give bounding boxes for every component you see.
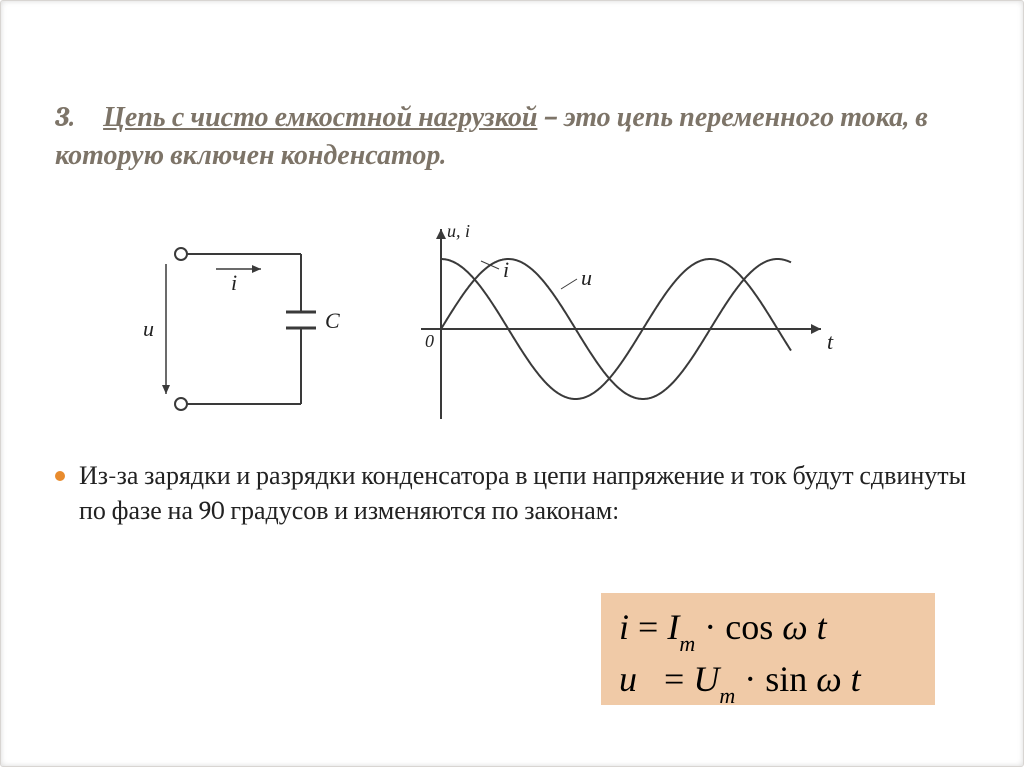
diagram-row: i u C 0 u, i t i u (141, 219, 881, 439)
bullet-row: Из-за зарядки и разрядки конденсатора в … (55, 459, 975, 529)
diagrams-svg: i u C 0 u, i t i u (141, 219, 881, 439)
svg-text:u: u (581, 265, 592, 290)
svg-text:C: C (325, 308, 340, 333)
svg-text:i: i (503, 257, 509, 282)
slide-title: 3. Цепь с чисто емкостной нагрузкой – эт… (55, 99, 975, 175)
eq2-sub: m (719, 683, 735, 708)
equation-box: i = Im · cos ω t u = Um · sin ω t (601, 593, 935, 705)
eq1-amp: I (667, 607, 679, 647)
eq1-arg: ω t (782, 607, 826, 647)
eq2-arg: ω t (816, 659, 860, 699)
eq2-amp: U (693, 659, 719, 699)
svg-text:u, i: u, i (447, 221, 470, 241)
eq-equals-2: = (664, 659, 693, 699)
svg-text:0: 0 (425, 331, 434, 351)
svg-text:t: t (827, 329, 834, 354)
svg-text:i: i (231, 270, 237, 295)
eq-dot-2: · (744, 659, 756, 699)
bullet-text: Из-за зарядки и разрядки конденсатора в … (79, 459, 975, 529)
eq2-func: sin (765, 659, 807, 699)
title-number: 3. (55, 101, 75, 133)
bullet-block: Из-за зарядки и разрядки конденсатора в … (55, 459, 975, 529)
title-underlined: Цепь с чисто емкостной нагрузкой (103, 101, 537, 133)
equation-1: i = Im · cos ω t (619, 603, 917, 655)
eq1-lhs: i (619, 607, 629, 647)
eq2-lhs: u (619, 659, 637, 699)
svg-text:u: u (143, 316, 154, 341)
eq-dot: · (704, 607, 716, 647)
bullet-dot (55, 471, 65, 481)
slide: 3. Цепь с чисто емкостной нагрузкой – эт… (0, 0, 1024, 767)
eq-equals: = (638, 607, 667, 647)
eq1-func: cos (725, 607, 773, 647)
equation-2: u = Um · sin ω t (619, 655, 917, 707)
eq1-sub: m (679, 631, 695, 656)
